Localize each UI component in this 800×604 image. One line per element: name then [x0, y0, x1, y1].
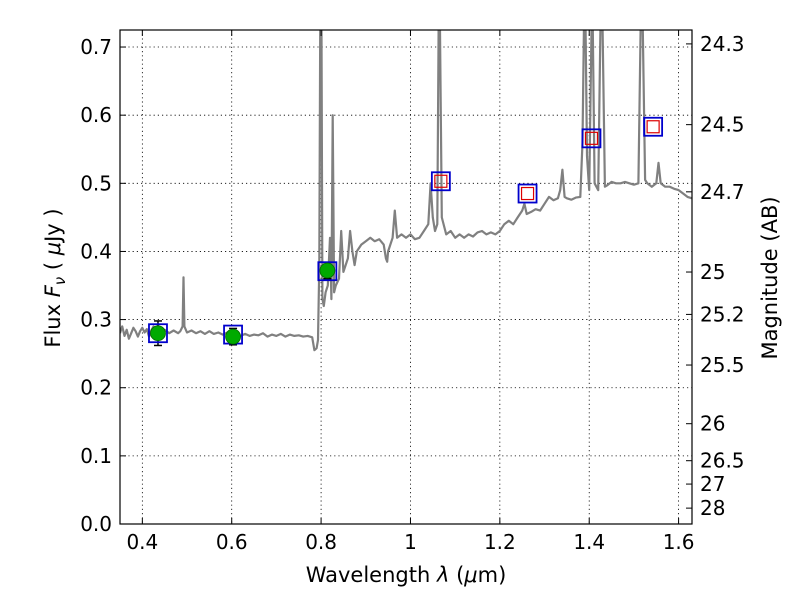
- plot-frame: [119, 29, 693, 525]
- spectrum-layer: [120, 30, 692, 352]
- x-tick-label: 1.4: [573, 530, 605, 554]
- mag-tick-label: 27: [700, 472, 725, 496]
- tick-layer: 0.4 0.6 0.8 1 1.2 1.4 1.6 0.0 0.1 0.2 0.3 0.4 0.5 0.6…: [80, 30, 745, 554]
- mag-tick-label: 24.5: [700, 113, 745, 137]
- model-square: [517, 183, 538, 204]
- y-tick-label: 0.3: [80, 308, 112, 332]
- magnitude-axis-label: Magnitude (AB): [758, 196, 782, 359]
- model-square-inner: [434, 174, 448, 188]
- mag-tick-label: 25: [700, 260, 725, 284]
- y-tick-label: 0.7: [80, 35, 112, 59]
- x-tick-label: 1: [404, 530, 417, 554]
- y-axis-label: Flux Fν ( μJy ): [41, 208, 69, 347]
- mag-tick-label: 25.2: [700, 302, 745, 326]
- model-square: [581, 128, 602, 149]
- axes-frame: [119, 29, 693, 525]
- mag-tick-label: 25.5: [700, 353, 745, 377]
- model-square: [643, 116, 664, 137]
- model-square: [317, 261, 338, 282]
- photometry-point: [319, 262, 336, 279]
- x-tick-label: 0.8: [305, 530, 337, 554]
- x-axis-label: Wavelength λ (μm): [306, 563, 507, 587]
- model-square: [148, 323, 168, 344]
- mag-tick-label: 26.5: [700, 449, 745, 473]
- y-tick-label: 0.0: [80, 512, 112, 536]
- x-tick-label: 1.6: [663, 530, 695, 554]
- y-tick-label: 0.5: [80, 171, 112, 195]
- model-square-inner: [646, 120, 660, 134]
- model-square: [430, 171, 451, 192]
- x-tick-label: 1.2: [484, 530, 516, 554]
- photometry-point: [150, 325, 166, 342]
- x-tick-label: 0.4: [126, 530, 158, 554]
- y-tick-label: 0.2: [80, 376, 112, 400]
- mag-tick-label: 26: [700, 412, 725, 436]
- x-tick-label: 0.6: [216, 530, 248, 554]
- y-tick-label: 0.1: [80, 444, 112, 468]
- mag-tick-label: 28: [700, 496, 725, 520]
- y-tick-label: 0.6: [80, 103, 112, 127]
- y-tick-label: 0.4: [80, 239, 112, 263]
- photometry-point: [225, 328, 241, 345]
- marker-layer: [148, 116, 664, 347]
- mag-tick-label: 24.3: [700, 32, 745, 56]
- model-square-inner: [584, 131, 599, 145]
- mag-tick-label: 24.7: [700, 180, 745, 204]
- spectrum-line: [120, 30, 692, 352]
- model-square-inner: [520, 186, 535, 201]
- grid-lines: [120, 30, 692, 525]
